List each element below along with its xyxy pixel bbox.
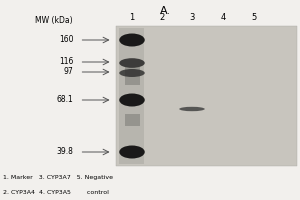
Ellipse shape	[119, 69, 145, 77]
Text: 1: 1	[129, 14, 135, 22]
Text: 68.1: 68.1	[57, 96, 74, 104]
Text: 97: 97	[64, 68, 74, 76]
Text: 3: 3	[189, 14, 195, 22]
Text: 39.8: 39.8	[57, 148, 74, 156]
Text: 5: 5	[251, 14, 256, 22]
Ellipse shape	[119, 94, 145, 106]
Ellipse shape	[119, 58, 145, 68]
Ellipse shape	[119, 146, 145, 158]
Bar	[124, 67, 140, 85]
Text: 116: 116	[59, 58, 74, 66]
Bar	[116, 26, 297, 166]
Bar	[124, 114, 140, 126]
Text: MW (kDa): MW (kDa)	[35, 16, 73, 24]
Bar	[119, 28, 144, 164]
Ellipse shape	[179, 107, 205, 111]
Text: 1. Marker   3. CYP3A7   5. Negative: 1. Marker 3. CYP3A7 5. Negative	[3, 176, 113, 180]
Text: 2: 2	[159, 14, 165, 22]
Text: A.: A.	[160, 6, 170, 16]
Text: 160: 160	[59, 36, 74, 45]
Ellipse shape	[119, 33, 145, 46]
Text: 2. CYP3A4  4. CYP3A5        control: 2. CYP3A4 4. CYP3A5 control	[3, 190, 109, 194]
Text: 4: 4	[221, 14, 226, 22]
